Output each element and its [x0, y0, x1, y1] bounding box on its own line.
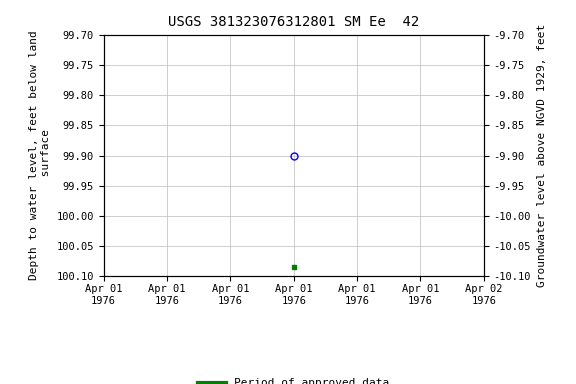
Legend: Period of approved data: Period of approved data — [194, 374, 394, 384]
Y-axis label: Groundwater level above NGVD 1929, feet: Groundwater level above NGVD 1929, feet — [537, 24, 547, 287]
Y-axis label: Depth to water level, feet below land
 surface: Depth to water level, feet below land su… — [29, 31, 51, 280]
Title: USGS 381323076312801 SM Ee  42: USGS 381323076312801 SM Ee 42 — [168, 15, 419, 29]
